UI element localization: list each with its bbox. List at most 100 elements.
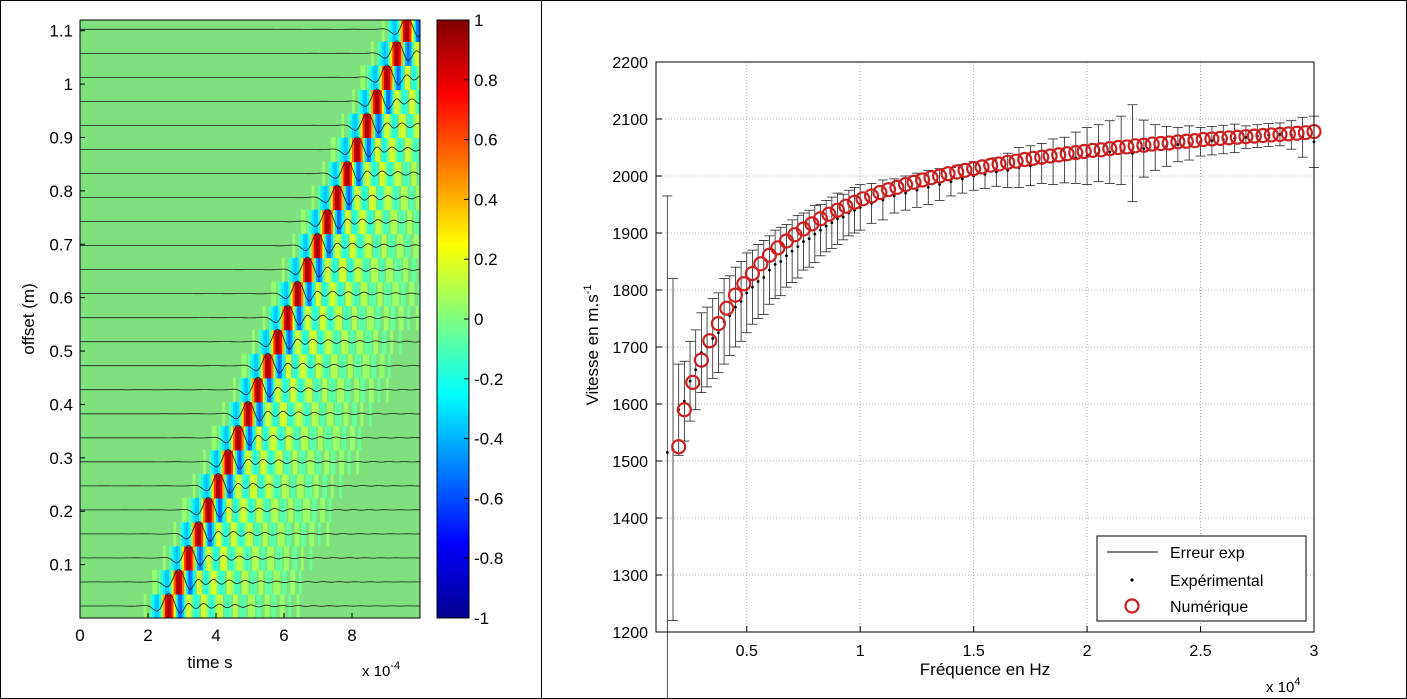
heatmap-cell bbox=[417, 20, 420, 42]
offset-time-heatmap-chart: 0 2 4 6 8 0.1 0.2 0.3 0.4 0.5 0.6 0.7 0.8 0.9 1 1.1 ti… bbox=[19, 11, 503, 680]
heatmap-cell bbox=[377, 41, 381, 66]
heatmap-cell bbox=[179, 593, 183, 618]
heatmap-cell bbox=[256, 521, 260, 547]
numerical-markers bbox=[671, 123, 1322, 455]
heatmap-cell bbox=[328, 209, 332, 235]
heatmap-cell bbox=[315, 305, 319, 331]
heatmap-cell bbox=[158, 569, 162, 595]
heatmap-cell bbox=[349, 353, 353, 379]
heatmap-cell bbox=[264, 521, 268, 547]
heatmap-cell bbox=[218, 449, 221, 475]
heatmap-cell bbox=[383, 113, 387, 139]
heatmap-cell bbox=[339, 449, 342, 475]
heatmap-cell bbox=[288, 401, 291, 427]
heatmap-cell bbox=[311, 329, 315, 355]
heatmap-cell bbox=[309, 305, 313, 331]
heatmap-cell bbox=[307, 209, 311, 235]
heatmap-cell bbox=[288, 593, 291, 618]
heatmap-cell bbox=[235, 545, 238, 571]
heatmap-cell bbox=[279, 353, 283, 379]
heatmap-cell bbox=[301, 233, 304, 259]
trace-line bbox=[80, 592, 420, 614]
heatmap-cell bbox=[286, 521, 289, 547]
heatmap-cell bbox=[335, 161, 338, 187]
heatmap-cell bbox=[267, 329, 270, 355]
heatmap-cell bbox=[235, 401, 238, 427]
heatmap-cell bbox=[392, 137, 396, 163]
heatmap-cell bbox=[241, 593, 245, 618]
colorbar-tick-label: -0.4 bbox=[474, 430, 503, 449]
heatmap-cell bbox=[371, 65, 374, 91]
heatmap-cell bbox=[407, 41, 410, 66]
heatmap-cell bbox=[407, 65, 410, 91]
heatmap-cell bbox=[381, 20, 385, 42]
heatmap-cell bbox=[162, 545, 166, 571]
heatmap-cell bbox=[177, 593, 181, 618]
heatmap-cell bbox=[415, 113, 419, 139]
heatmap-cell bbox=[224, 449, 228, 475]
numerical-marker bbox=[1093, 142, 1109, 158]
heatmap-cell bbox=[186, 593, 189, 618]
heatmap-cell bbox=[322, 329, 325, 355]
heatmap-cell bbox=[322, 281, 325, 307]
experimental-point bbox=[694, 368, 698, 372]
heatmap-cell bbox=[345, 209, 349, 235]
heatmap-cell bbox=[394, 41, 398, 66]
heatmap-cell bbox=[371, 257, 374, 283]
heatmap-cell bbox=[167, 593, 170, 618]
heatmap-cell bbox=[165, 593, 168, 618]
heatmap-cell bbox=[307, 377, 311, 403]
heatmap-cell bbox=[347, 185, 351, 211]
heatmap-cell bbox=[211, 521, 215, 547]
heatmap-cell bbox=[264, 497, 268, 523]
heatmap-cell bbox=[288, 497, 291, 523]
numerical-marker bbox=[1195, 131, 1211, 148]
numerical-marker bbox=[1263, 127, 1279, 143]
heatmap-cell bbox=[371, 377, 374, 403]
heatmap-cell bbox=[311, 209, 315, 235]
heatmap-cell bbox=[271, 305, 274, 331]
heatmap-cell bbox=[243, 569, 247, 595]
heatmap-cell bbox=[386, 161, 389, 187]
trace-line bbox=[80, 160, 420, 182]
heatmap-cell bbox=[400, 20, 404, 42]
heatmap-cell bbox=[254, 545, 257, 571]
heatmap-cell bbox=[247, 497, 251, 523]
heatmap-cell bbox=[343, 305, 347, 331]
trace-line bbox=[80, 400, 420, 422]
heatmap-cell bbox=[184, 545, 187, 571]
trace-line bbox=[80, 256, 420, 278]
heatmap-cell bbox=[192, 521, 196, 547]
x-tick-label: 0.5 bbox=[736, 643, 758, 660]
heatmap-cell bbox=[398, 41, 402, 66]
heatmap-cell bbox=[381, 353, 385, 379]
heatmap-cell bbox=[379, 257, 383, 283]
heatmap-cell bbox=[303, 353, 306, 379]
heatmap-cell bbox=[400, 233, 404, 259]
heatmap-cell bbox=[279, 497, 283, 523]
heatmap-cell bbox=[330, 161, 334, 187]
heatmap-cell bbox=[332, 329, 336, 355]
heatmap-cell bbox=[392, 185, 396, 211]
numerical-marker bbox=[1144, 136, 1160, 152]
heatmap-cell bbox=[284, 545, 287, 571]
heatmap-cell bbox=[290, 305, 294, 331]
y-tick-label: 2000 bbox=[612, 169, 648, 186]
heatmap-cell bbox=[313, 377, 317, 403]
heatmap-cell bbox=[294, 449, 298, 475]
heatmap-cell bbox=[315, 233, 319, 259]
heatmap-cell bbox=[381, 137, 385, 163]
heatmap-cell bbox=[400, 89, 404, 115]
heatmap-cell bbox=[405, 65, 408, 91]
heatmap-cell bbox=[228, 569, 232, 595]
heatmap-cell bbox=[305, 425, 308, 451]
heatmap-cell bbox=[256, 377, 260, 403]
heatmap-cell bbox=[292, 281, 296, 307]
heatmap-cell bbox=[360, 113, 364, 139]
heatmap-cell bbox=[192, 545, 196, 571]
heatmap-cell bbox=[301, 401, 304, 427]
heatmap-cell bbox=[347, 161, 351, 187]
heatmap-cell bbox=[273, 497, 277, 523]
heatmap-cell bbox=[417, 113, 420, 139]
heatmap-cell bbox=[383, 137, 387, 163]
